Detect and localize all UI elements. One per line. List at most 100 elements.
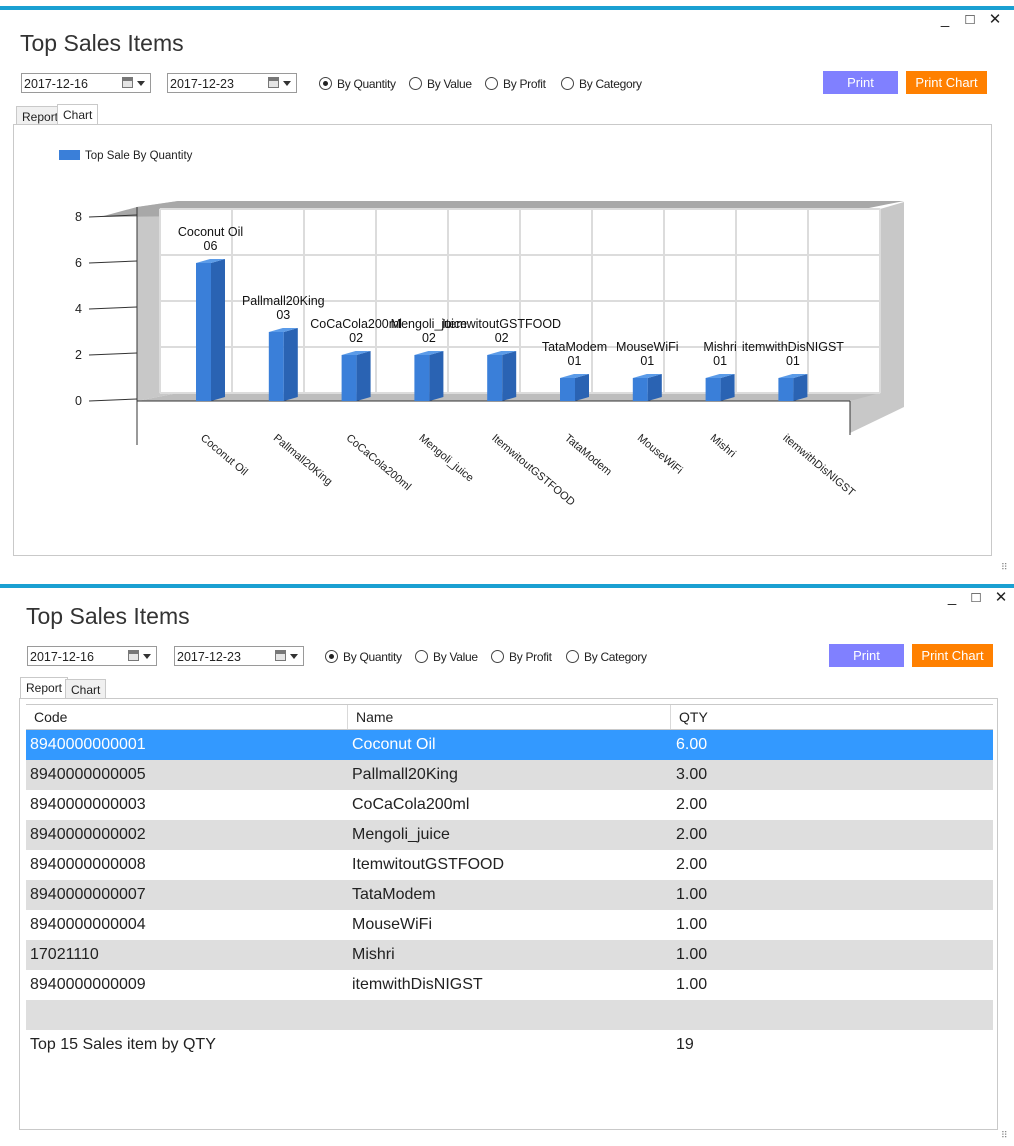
cell-qty: 6.00 <box>676 736 708 753</box>
table-row[interactable]: 8940000000003 CoCaCola200ml 2.00 <box>26 790 993 820</box>
report-table: Code Name QTY 8940000000001 Coconut Oil 6.… <box>26 704 993 1060</box>
cell-code: 8940000000005 <box>30 766 146 783</box>
maximize-icon[interactable]: □ <box>971 589 981 606</box>
radio-button-icon[interactable] <box>319 77 332 90</box>
bar-side <box>793 374 808 401</box>
radio-button-icon[interactable] <box>561 77 574 90</box>
maximize-icon[interactable]: □ <box>965 11 975 28</box>
data-label-value: 02 <box>495 331 509 345</box>
table-row[interactable]: 8940000000002 Mengoli_juice 2.00 <box>26 820 993 850</box>
print-chart-button[interactable]: Print Chart <box>906 71 987 94</box>
column-header-qty[interactable]: QTY <box>679 709 708 725</box>
bar-top <box>705 374 735 378</box>
cell-name: Coconut Oil <box>352 736 436 753</box>
date-from-value: 2017-12-16 <box>30 650 94 664</box>
table-row[interactable]: 8940000000009 itemwithDisNIGST 1.00 <box>26 970 993 1000</box>
y-tick-label: 0 <box>75 394 82 408</box>
table-row[interactable]: 8940000000007 TataModem 1.00 <box>26 880 993 910</box>
data-label-category: MouseWiFi <box>616 340 679 354</box>
chevron-down-icon[interactable] <box>290 654 298 659</box>
page-title: Top Sales Items <box>26 603 190 629</box>
tab-report[interactable]: Report <box>16 106 65 126</box>
legend-swatch <box>59 150 80 160</box>
print-chart-button[interactable]: Print Chart <box>912 644 993 667</box>
resize-grip-icon[interactable]: ⠿ <box>1001 562 1008 572</box>
radio-button-icon[interactable] <box>409 77 422 90</box>
cell-code: 8940000000004 <box>30 916 146 933</box>
radio-button-icon[interactable] <box>325 650 338 663</box>
bar-top <box>341 351 371 355</box>
calendar-icon[interactable] <box>128 650 139 661</box>
calendar-icon[interactable] <box>122 77 133 88</box>
y-tick <box>88 398 138 402</box>
data-label-category: TataModem <box>542 340 607 354</box>
table-row[interactable]: 8940000000005 Pallmall20King 3.00 <box>26 760 993 790</box>
tab-chart[interactable]: Chart <box>57 104 99 125</box>
column-header-name[interactable]: Name <box>348 705 671 729</box>
y-tick <box>88 306 138 310</box>
table-footer-row: Top 15 Sales item by QTY 19 <box>26 1030 993 1060</box>
date-to-picker[interactable]: 2017-12-23 <box>167 73 297 93</box>
x-tick-label: itemwithDisNIGST <box>780 432 857 499</box>
table-header: Code Name QTY <box>26 704 993 730</box>
table-row[interactable]: 8940000000004 MouseWiFi 1.00 <box>26 910 993 940</box>
data-label-value: 02 <box>349 331 363 345</box>
radio-button-icon[interactable] <box>491 650 504 663</box>
tab-chart[interactable]: Chart <box>65 679 107 699</box>
cell-code: 8940000000007 <box>30 886 146 903</box>
bar-side <box>211 259 225 401</box>
table-row[interactable]: 17021110 Mishri 1.00 <box>26 940 993 970</box>
chevron-down-icon[interactable] <box>143 654 151 659</box>
minimize-icon[interactable]: _ <box>947 589 957 606</box>
window-accent-bar <box>0 584 1014 588</box>
table-row[interactable]: 8940000000001 Coconut Oil 6.00 <box>26 730 993 760</box>
date-to-value: 2017-12-23 <box>170 77 234 91</box>
cell-code: 8940000000002 <box>30 826 146 843</box>
date-from-picker[interactable]: 2017-12-16 <box>21 73 151 93</box>
close-icon[interactable]: ✕ <box>988 11 1002 28</box>
calendar-icon[interactable] <box>275 650 286 661</box>
resize-grip-icon[interactable]: ⠿ <box>1001 1130 1008 1140</box>
cell-qty: 2.00 <box>676 796 708 813</box>
column-header-code[interactable]: Code <box>26 705 348 729</box>
radio-button-icon[interactable] <box>485 77 498 90</box>
table-row[interactable]: 8940000000008 ItemwitoutGSTFOOD 2.00 <box>26 850 993 880</box>
cell-code: 17021110 <box>30 946 99 963</box>
bar-side <box>283 328 298 401</box>
cell-code: 8940000000003 <box>30 796 146 813</box>
footer-total: 19 <box>676 1036 694 1053</box>
bar <box>268 332 284 401</box>
chevron-down-icon[interactable] <box>283 81 291 86</box>
bar-top <box>560 374 589 378</box>
bar <box>632 378 648 401</box>
calendar-icon[interactable] <box>268 77 279 88</box>
chart-window: _ □ ✕ Top Sales Items 2017-12-16 2017-12… <box>0 6 1014 572</box>
page-title: Top Sales Items <box>20 30 184 56</box>
radio-button-icon[interactable] <box>415 650 428 663</box>
x-tick-label: Coconut Oil <box>198 432 250 478</box>
bar <box>487 355 503 401</box>
table-row-empty[interactable] <box>26 1000 993 1030</box>
footer-label: Top 15 Sales item by QTY <box>30 1036 216 1053</box>
print-button[interactable]: Print <box>823 71 898 94</box>
bar-top <box>487 351 517 355</box>
tab-report[interactable]: Report <box>20 677 69 698</box>
cell-name: Mishri <box>352 946 395 963</box>
y-tick-label: 8 <box>75 210 82 224</box>
print-button[interactable]: Print <box>829 644 904 667</box>
radio-button-icon[interactable] <box>566 650 579 663</box>
date-to-picker[interactable]: 2017-12-23 <box>174 646 304 666</box>
cell-qty: 2.00 <box>676 826 708 843</box>
date-from-picker[interactable]: 2017-12-16 <box>27 646 157 666</box>
close-icon[interactable]: ✕ <box>994 589 1008 606</box>
cell-qty: 1.00 <box>676 916 708 933</box>
chevron-down-icon[interactable] <box>137 81 145 86</box>
cell-qty: 1.00 <box>676 976 708 993</box>
bar <box>778 378 794 401</box>
bar-side <box>429 351 444 401</box>
data-label-value: 03 <box>276 308 290 322</box>
minimize-icon[interactable]: _ <box>940 11 950 28</box>
y-tick <box>88 260 138 264</box>
data-label-value: 01 <box>713 354 727 368</box>
y-tick-label: 4 <box>75 302 82 316</box>
